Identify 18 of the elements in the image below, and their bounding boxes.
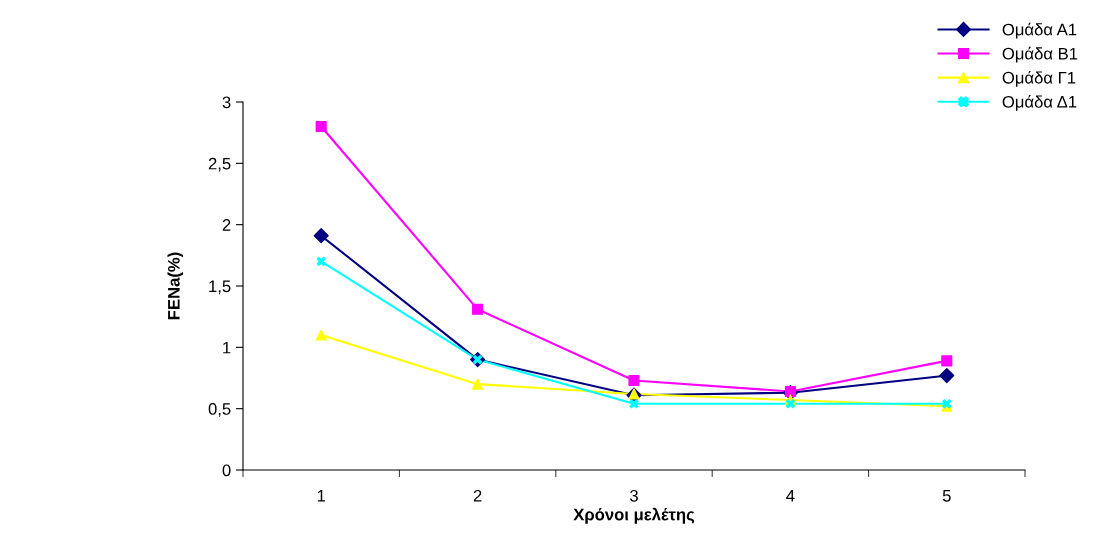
x-tick-label: 2 (473, 489, 482, 502)
x-tick-label: 4 (786, 490, 795, 502)
x-axis-title: Χρόνοι μελέτης (573, 507, 695, 524)
y-tick-label: 1,5 (209, 280, 231, 295)
x-tick-label: 5 (942, 490, 951, 502)
y-tick-label: 0,5 (208, 403, 231, 417)
legend-label: Ομάδα Α1 (1002, 22, 1077, 39)
y-tick-label: 0 (222, 464, 231, 477)
y-tick-label: 2 (222, 219, 231, 231)
x-tick-label: 3 (630, 489, 638, 502)
legend-label: Ομάδα Β1 (1002, 46, 1078, 63)
legend-label: Ομάδα Γ1 (1002, 70, 1076, 87)
y-axis-title: FENa(%) (167, 252, 184, 320)
legend-label: Ομάδα Δ1 (1002, 95, 1077, 111)
y-tick-label: 1 (223, 341, 231, 354)
x-tick-label: 1 (317, 490, 326, 502)
y-tick-label: 3 (222, 96, 231, 109)
y-tick-label: 2,5 (208, 157, 231, 172)
